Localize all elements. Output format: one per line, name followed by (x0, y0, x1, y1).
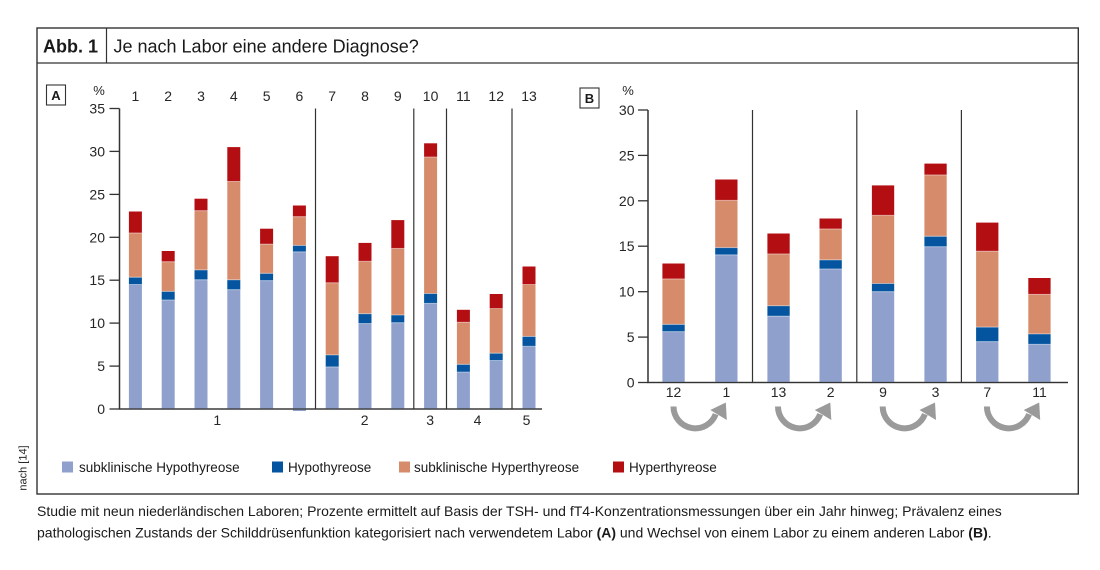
svg-text:5: 5 (523, 412, 531, 428)
svg-text:25: 25 (89, 186, 105, 202)
svg-text:Abb. 1: Abb. 1 (43, 37, 98, 57)
svg-text:20: 20 (619, 193, 635, 209)
svg-text:Studie mit neun niederländisch: Studie mit neun niederländischen Laboren… (37, 503, 1002, 519)
svg-text:11: 11 (1032, 384, 1047, 400)
svg-text:4: 4 (230, 88, 238, 104)
svg-text:9: 9 (394, 88, 402, 104)
svg-text:%: % (93, 83, 105, 98)
svg-text:A: A (51, 88, 61, 103)
svg-text:subklinische Hyperthyreose: subklinische Hyperthyreose (414, 460, 579, 475)
svg-text:1: 1 (213, 412, 221, 428)
svg-text:4: 4 (474, 412, 482, 428)
svg-text:8: 8 (361, 88, 369, 104)
svg-text:6: 6 (296, 88, 304, 104)
svg-text:0: 0 (627, 375, 635, 391)
svg-text:9: 9 (879, 384, 887, 400)
svg-text:20: 20 (89, 229, 105, 245)
svg-text:nach [14]: nach [14] (18, 445, 30, 490)
svg-text:35: 35 (89, 101, 105, 117)
svg-text:pathologischen Zustands der Sc: pathologischen Zustands der Schilddrüsen… (37, 525, 992, 541)
svg-text:13: 13 (771, 384, 787, 400)
svg-text:10: 10 (619, 284, 635, 300)
svg-text:Je nach Labor eine andere Diag: Je nach Labor eine andere Diagnose? (114, 37, 419, 57)
svg-text:10: 10 (89, 315, 105, 331)
svg-text:12: 12 (666, 384, 682, 400)
svg-text:3: 3 (426, 412, 434, 428)
svg-text:3: 3 (932, 384, 940, 400)
svg-text:12: 12 (488, 88, 504, 104)
svg-text:2: 2 (827, 384, 835, 400)
svg-text:Hypothyreose: Hypothyreose (288, 460, 371, 475)
svg-text:30: 30 (89, 143, 105, 159)
svg-text:2: 2 (164, 88, 172, 104)
svg-text:13: 13 (521, 88, 537, 104)
svg-text:5: 5 (627, 329, 635, 345)
svg-text:7: 7 (983, 384, 991, 400)
svg-text:25: 25 (619, 147, 635, 163)
svg-text:30: 30 (619, 102, 635, 118)
svg-text:15: 15 (89, 272, 105, 288)
svg-text:1: 1 (132, 88, 140, 104)
svg-text:3: 3 (197, 88, 205, 104)
svg-text:11: 11 (456, 88, 471, 104)
svg-text:0: 0 (97, 401, 105, 417)
svg-text:5: 5 (263, 88, 271, 104)
svg-text:B: B (585, 91, 594, 106)
svg-text:%: % (622, 83, 634, 98)
svg-text:subklinische Hypothyreose: subklinische Hypothyreose (79, 460, 240, 475)
svg-text:1: 1 (723, 384, 731, 400)
svg-text:15: 15 (619, 238, 635, 254)
svg-text:5: 5 (97, 358, 105, 374)
svg-text:2: 2 (361, 412, 369, 428)
svg-text:7: 7 (328, 88, 336, 104)
svg-text:Hyperthyreose: Hyperthyreose (629, 460, 717, 475)
svg-text:10: 10 (423, 88, 439, 104)
